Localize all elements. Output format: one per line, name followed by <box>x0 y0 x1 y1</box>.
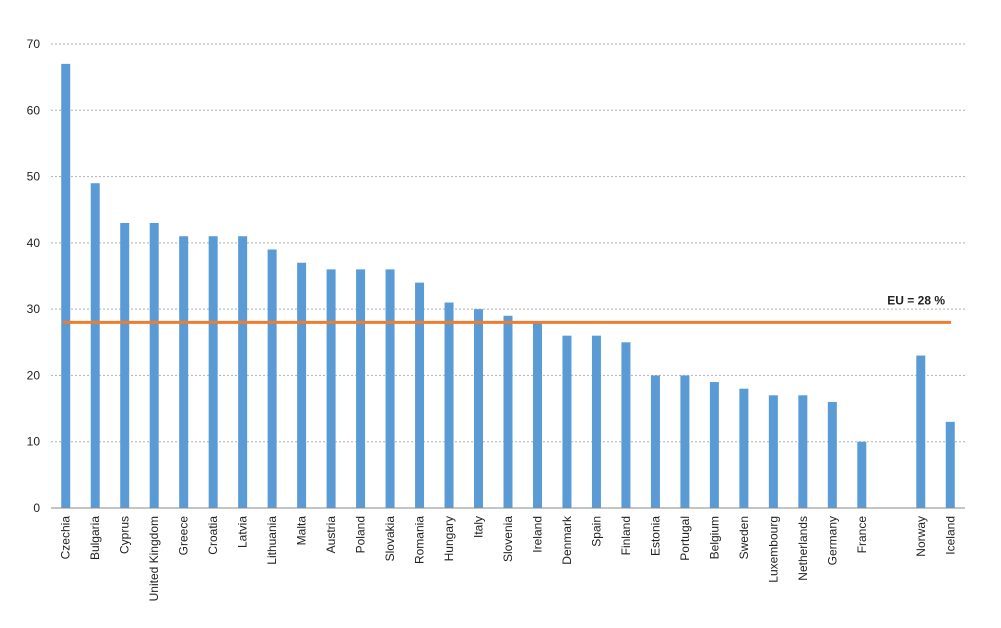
bar <box>326 269 336 508</box>
eu-average-label: EU = 28 % <box>887 293 945 307</box>
y-tick-label: 50 <box>27 170 41 184</box>
bar <box>474 309 484 508</box>
bar <box>179 236 189 508</box>
grid-lines <box>51 43 965 443</box>
x-tick-label: Romania <box>413 516 427 564</box>
x-tick-label: Denmark <box>560 515 574 565</box>
x-tick-label: Czechia <box>59 516 73 560</box>
y-tick-label: 40 <box>27 236 41 250</box>
x-tick-label: Malta <box>295 516 309 546</box>
x-tick-label: Slovenia <box>501 516 515 562</box>
x-tick-label: Norway <box>914 516 928 557</box>
bar <box>90 183 100 508</box>
x-tick-label: Finland <box>619 516 633 555</box>
bar <box>532 322 542 508</box>
bar <box>798 395 808 508</box>
y-tick-label: 70 <box>27 37 41 51</box>
bar <box>238 236 248 508</box>
y-tick-label: 0 <box>33 501 40 515</box>
bar <box>591 335 601 508</box>
y-tick-label: 20 <box>27 368 41 382</box>
x-tick-label: Slovakia <box>383 516 397 562</box>
x-tick-label: Sweden <box>737 516 751 559</box>
x-tick-label: Croatia <box>206 516 220 555</box>
bar <box>916 355 926 508</box>
bar <box>149 222 159 508</box>
bar <box>945 421 955 508</box>
bar <box>768 395 778 508</box>
bar <box>827 401 837 508</box>
x-tick-label: Latvia <box>236 516 250 548</box>
x-tick-label: Luxembourg <box>766 516 780 583</box>
x-tick-label: France <box>855 516 869 554</box>
bar <box>562 335 572 508</box>
x-tick-label: Bulgaria <box>88 516 102 560</box>
bar <box>385 269 395 508</box>
bars <box>61 63 955 509</box>
y-tick-label: 10 <box>27 435 41 449</box>
x-tick-label: Lithuania <box>265 516 279 565</box>
x-tick-label: Cyprus <box>118 516 132 554</box>
x-tick-label: Spain <box>589 516 603 547</box>
bar <box>120 222 130 508</box>
x-tick-label: United Kingdom <box>147 516 161 601</box>
bar <box>621 342 631 508</box>
bar <box>739 388 749 508</box>
bar <box>297 262 307 508</box>
y-tick-label: 60 <box>27 103 41 117</box>
x-tick-label: Germany <box>825 516 839 565</box>
bar <box>650 375 660 508</box>
x-tick-label: Austria <box>324 516 338 554</box>
bar <box>415 282 425 508</box>
y-axis-ticks: 0 10 20 30 40 50 60 70 <box>27 37 41 515</box>
bar <box>709 382 719 508</box>
x-tick-label: Portugal <box>678 516 692 561</box>
bar <box>61 63 71 509</box>
bar <box>267 249 277 508</box>
x-tick-label: Poland <box>354 516 368 553</box>
bar <box>208 236 218 508</box>
x-tick-label: Netherlands <box>796 516 810 581</box>
x-tick-label: Italy <box>472 516 486 538</box>
x-tick-label: Iceland <box>943 516 957 555</box>
y-tick-label: 30 <box>27 302 41 316</box>
bar <box>680 375 690 508</box>
bar <box>356 269 366 508</box>
x-tick-label: Ireland <box>530 516 544 553</box>
x-tick-label: Estonia <box>648 516 662 556</box>
bar <box>503 315 513 508</box>
x-tick-label: Hungary <box>442 516 456 561</box>
x-tick-label: Greece <box>177 516 191 556</box>
bar <box>857 441 867 508</box>
eu-average: EU = 28 % <box>63 293 951 324</box>
x-tick-label: Belgium <box>707 516 721 559</box>
bar <box>444 302 454 508</box>
x-axis-labels: Czechia Bulgaria Cyprus United Kingdom Greec… <box>59 515 958 601</box>
